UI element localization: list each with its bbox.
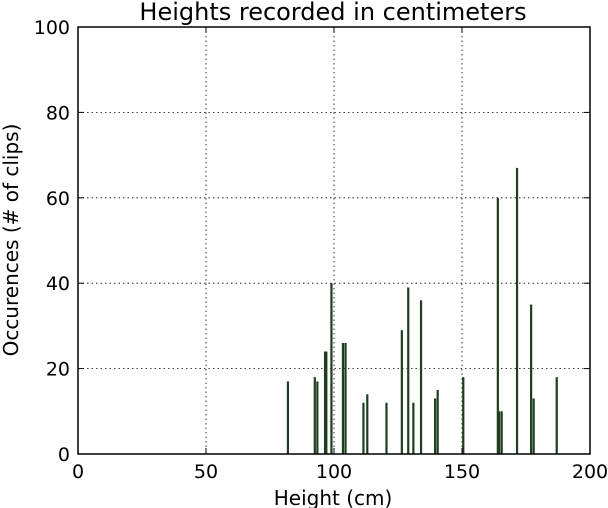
bar: [515, 167, 519, 454]
y-tick-label: 20: [46, 359, 70, 381]
x-axis-label: Height (cm): [274, 486, 393, 508]
bar: [385, 402, 388, 454]
y-tick-label: 60: [46, 188, 70, 210]
bar: [344, 342, 347, 454]
bar: [341, 342, 345, 454]
bar: [362, 402, 365, 454]
x-tick-label: 150: [444, 461, 480, 483]
bar: [313, 377, 316, 454]
x-ticks: 0 50 100 150 200: [72, 27, 608, 483]
bar: [316, 381, 319, 454]
bar: [412, 402, 415, 454]
y-tick-label: 80: [46, 102, 70, 124]
chart-title: Heights recorded in centimeters: [139, 0, 526, 26]
x-tick-label: 100: [316, 461, 352, 483]
bar: [462, 377, 465, 454]
bar: [400, 330, 403, 454]
bar: [419, 300, 423, 454]
y-tick-label: 100: [34, 17, 70, 39]
bar: [436, 389, 439, 454]
y-ticks: 0 20 40 60 80 100: [34, 17, 590, 466]
bar: [434, 398, 437, 454]
y-axis-label: Occurences (# of clips): [0, 124, 23, 357]
bar: [500, 411, 503, 454]
bar: [407, 287, 410, 454]
x-tick-label: 50: [194, 461, 218, 483]
bar: [532, 398, 535, 454]
bar: [496, 197, 499, 455]
x-tick-label: 200: [572, 461, 608, 483]
bar: [286, 381, 290, 454]
bar: [330, 283, 333, 454]
bar: [323, 351, 327, 454]
y-tick-label: 40: [46, 273, 70, 295]
bar: [498, 411, 501, 454]
y-tick-label: 0: [58, 444, 70, 466]
x-tick-label: 0: [72, 461, 84, 483]
bars: [286, 167, 558, 455]
bar: [325, 351, 328, 454]
bar: [366, 394, 369, 454]
grid-lines: [78, 27, 590, 454]
bar: [555, 377, 558, 454]
bar: [530, 304, 533, 454]
